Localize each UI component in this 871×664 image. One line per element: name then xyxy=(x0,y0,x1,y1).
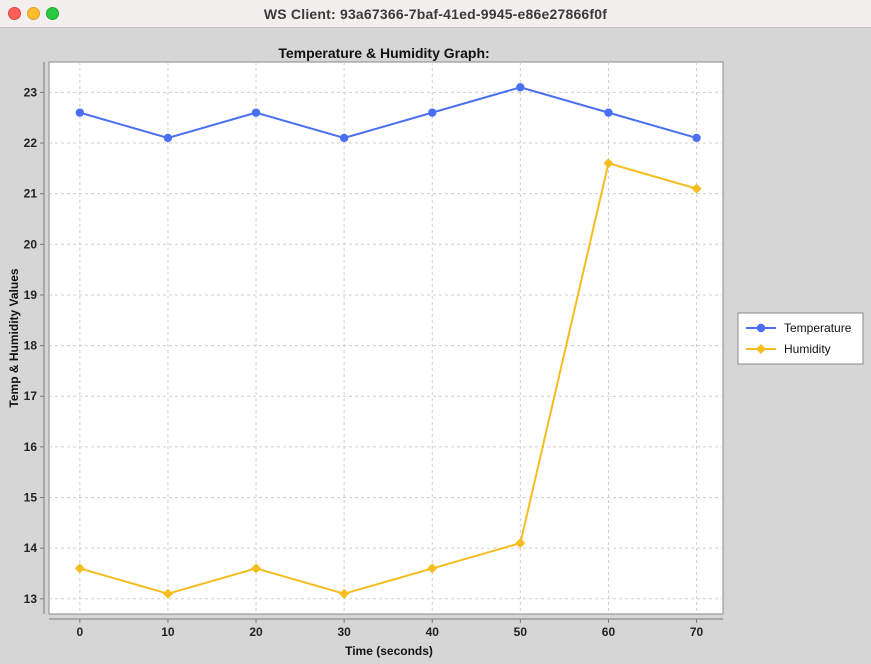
humidity-point xyxy=(691,183,702,194)
minimize-window-button[interactable] xyxy=(27,7,40,20)
temperature-line xyxy=(79,86,697,140)
legend-label: Temperature xyxy=(784,321,852,335)
chart-title: Temperature & Humidity Graph: xyxy=(278,45,489,61)
humidity-point xyxy=(162,588,173,599)
temperature-point xyxy=(428,108,437,117)
humidity-line xyxy=(79,162,697,595)
legend-item-temperature: Temperature xyxy=(746,321,852,335)
y-tick-label: 17 xyxy=(24,389,38,403)
y-tick-label: 16 xyxy=(24,440,38,454)
y-tick-label: 21 xyxy=(24,187,38,201)
x-tick-label: 20 xyxy=(249,625,263,639)
humidity-point xyxy=(339,588,350,599)
line-chart: Temperature & Humidity Graph: 0 10 20 30 40 5… xyxy=(7,45,864,658)
plot-area xyxy=(48,61,724,615)
temperature-series xyxy=(75,83,701,143)
axes: 0 10 20 30 40 50 60 70 13 14 15 16 17 18 19 20 21 22 23 xyxy=(24,62,723,639)
legend-box xyxy=(737,312,864,365)
temperature-point xyxy=(339,133,349,143)
chart-panel: Temperature & Humidity Graph: 0 10 20 30 40 5… xyxy=(0,28,871,664)
humidity-point xyxy=(74,563,85,574)
maximize-window-button[interactable] xyxy=(46,7,59,20)
legend: Temperature Humidity xyxy=(737,312,864,365)
legend-label: Humidity xyxy=(784,342,831,356)
temperature-point xyxy=(516,83,525,92)
temperature-point xyxy=(163,133,173,143)
legend-item-humidity: Humidity xyxy=(746,342,831,356)
x-tick-label: 30 xyxy=(337,625,351,639)
y-tick-label: 19 xyxy=(24,288,38,302)
y-tick-label: 15 xyxy=(24,491,38,505)
y-tick-label: 18 xyxy=(24,339,38,353)
temperature-point xyxy=(75,108,85,117)
temperature-point xyxy=(251,108,261,117)
y-tick-label: 14 xyxy=(24,541,38,555)
temperature-point xyxy=(604,108,613,117)
humidity-point xyxy=(427,563,438,574)
y-tick-label: 23 xyxy=(24,85,38,99)
y-tick-label: 13 xyxy=(24,592,38,606)
legend-swatch-marker xyxy=(756,323,766,333)
humidity-point xyxy=(515,538,526,549)
temperature-point xyxy=(692,133,701,143)
x-axis-label: Time (seconds) xyxy=(345,644,433,658)
window-title: WS Client: 93a67366-7baf-41ed-9945-e86e2… xyxy=(263,6,608,22)
x-tick-label: 10 xyxy=(161,625,175,639)
grid-lines xyxy=(49,62,723,614)
data-series xyxy=(74,83,702,599)
title-bar[interactable]: WS Client: 93a67366-7baf-41ed-9945-e86e2… xyxy=(0,0,871,28)
legend-swatch-marker xyxy=(756,344,766,354)
close-window-button[interactable] xyxy=(8,7,21,20)
y-axis-label: Temp & Humidity Values xyxy=(7,268,21,407)
humidity-series xyxy=(74,158,702,599)
humidity-point xyxy=(603,158,614,169)
x-tick-label: 60 xyxy=(602,625,616,639)
x-tick-label: 40 xyxy=(426,625,440,639)
y-tick-label: 20 xyxy=(24,237,38,251)
x-tick-label: 50 xyxy=(514,625,528,639)
x-tick-label: 70 xyxy=(690,625,704,639)
humidity-point xyxy=(251,563,262,574)
y-tick-label: 22 xyxy=(24,136,38,150)
x-tick-label: 0 xyxy=(76,625,83,639)
